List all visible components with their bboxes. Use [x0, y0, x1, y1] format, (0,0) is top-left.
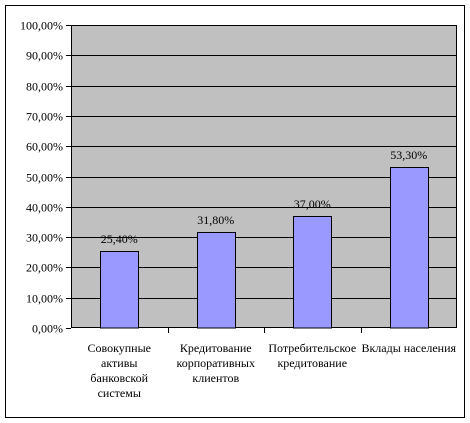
x-category-label: Потребительское	[268, 341, 356, 355]
x-category-label: Вклады населения	[361, 341, 456, 355]
data-label: 25,40%	[101, 232, 138, 246]
y-tick-label: 60,00%	[26, 140, 63, 154]
y-tick-label: 100,00%	[20, 19, 63, 33]
y-tick-label: 40,00%	[26, 201, 63, 215]
x-category-label: кредитование	[277, 356, 347, 370]
x-category-label: корпоративных	[177, 356, 255, 370]
y-tick-label: 50,00%	[26, 171, 63, 185]
bar	[100, 251, 139, 329]
x-category-label: банковской	[90, 371, 148, 385]
data-label: 53,30%	[390, 148, 427, 162]
x-category-label: активы	[101, 356, 137, 370]
data-label: 31,80%	[197, 213, 234, 227]
y-tick-label: 70,00%	[26, 110, 63, 124]
plot-frame	[71, 25, 457, 328]
bar	[293, 216, 332, 329]
y-tick-label: 20,00%	[26, 261, 63, 275]
y-tick-label: 30,00%	[26, 231, 63, 245]
x-category-label: Кредитование	[180, 341, 252, 355]
data-label: 37,00%	[294, 197, 331, 211]
y-tick-label: 0,00%	[32, 322, 63, 336]
y-tick-label: 80,00%	[26, 80, 63, 94]
x-category-label: клиентов	[192, 371, 239, 385]
y-tick-label: 10,00%	[26, 292, 63, 306]
x-category-label: системы	[98, 386, 141, 400]
bar	[197, 232, 236, 329]
y-tick-label: 90,00%	[26, 49, 63, 63]
x-category-label: Совокупные	[88, 341, 151, 355]
bar	[390, 167, 429, 329]
